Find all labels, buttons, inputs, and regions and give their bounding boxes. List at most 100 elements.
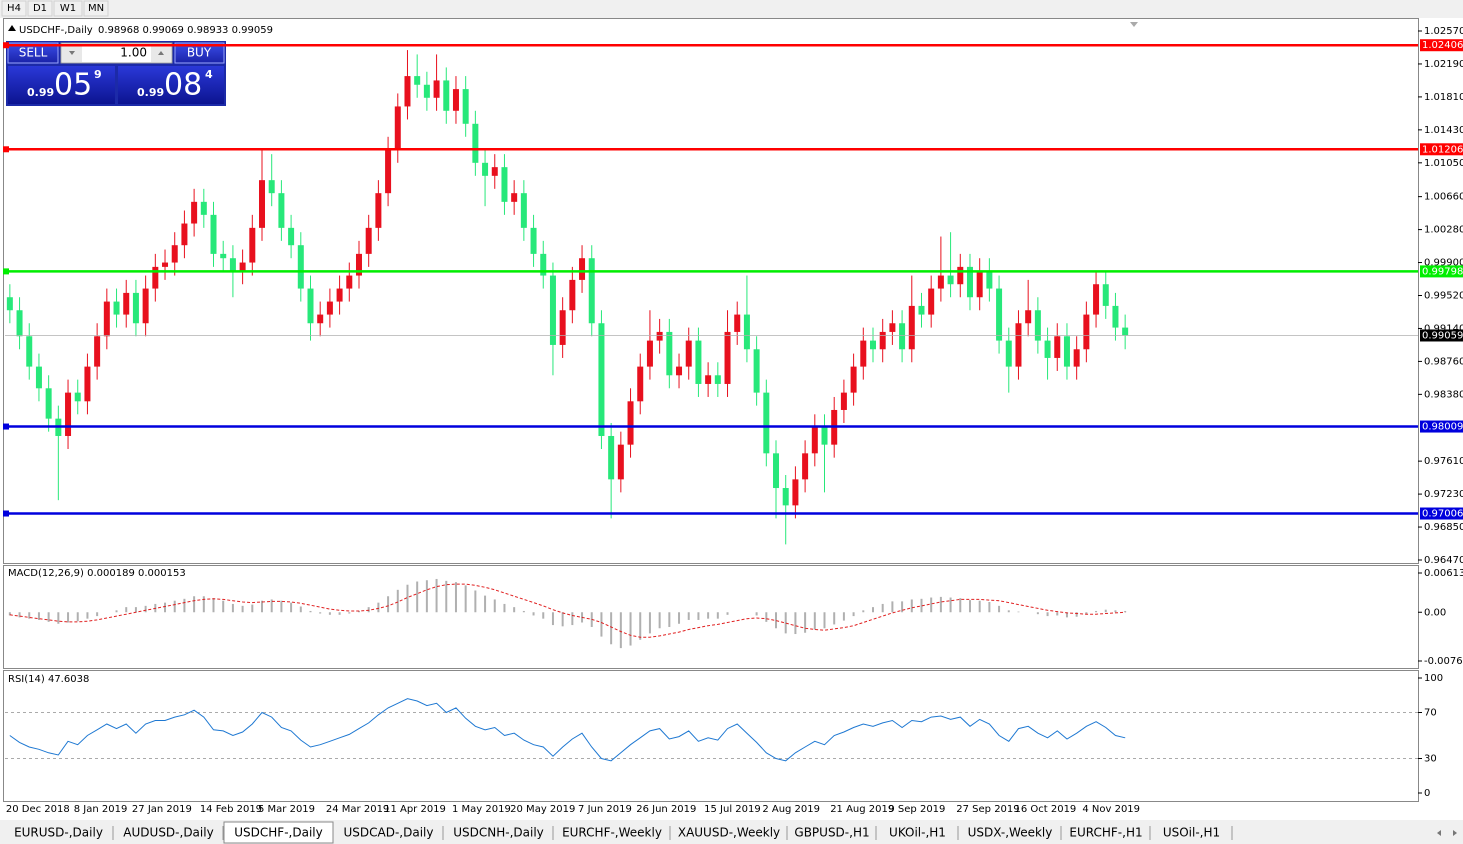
macd-tick-label: 0.00613 <box>1424 568 1463 579</box>
down-arrow <box>69 51 75 55</box>
last-price-label: 0.99059 <box>1422 330 1463 341</box>
x-tick-label: 2 Aug 2019 <box>762 804 820 815</box>
x-tick-label: 20 Dec 2018 <box>6 804 70 815</box>
candle-body <box>452 89 459 111</box>
timeframe-button[interactable] <box>83 0 109 17</box>
level-handle <box>3 146 9 153</box>
tab[interactable] <box>444 824 553 842</box>
candle-body <box>414 76 421 85</box>
candle-body <box>210 214 217 254</box>
candle-body <box>559 310 566 345</box>
candle-body <box>540 253 547 276</box>
sell-price-prefix: 0.99 <box>27 86 54 99</box>
y-tick-label: 0.99140 <box>1424 323 1463 334</box>
timeframe-button[interactable] <box>27 0 53 17</box>
rsi-tick-label: 100 <box>1424 673 1443 684</box>
candle-body <box>869 340 876 350</box>
tab[interactable] <box>334 824 443 842</box>
timeframe-button[interactable] <box>1 0 27 17</box>
tab-label: UKOil-,H1 <box>889 826 946 840</box>
candle-body <box>326 301 333 315</box>
candle-body <box>569 279 576 311</box>
candle-body <box>743 314 750 350</box>
level-handle <box>3 42 9 49</box>
candle-body <box>35 366 42 389</box>
rsi-tick-label: 70 <box>1424 708 1437 719</box>
tab-label: EURCHF-,Weekly <box>562 826 662 840</box>
candle-body <box>1073 349 1080 367</box>
x-tick-label: 7 Jun 2019 <box>578 804 632 815</box>
macd-frame <box>3 565 1419 669</box>
candle-body <box>1083 314 1090 350</box>
tab[interactable] <box>788 824 876 842</box>
tab-label: USDX-,Weekly <box>968 826 1053 840</box>
level-label-bg <box>1420 39 1463 52</box>
buy-label: BUY <box>187 46 212 60</box>
candle-body <box>666 331 673 376</box>
candle-body <box>850 366 857 393</box>
tab-scroll-right[interactable] <box>1453 830 1457 836</box>
candle-body <box>171 245 178 263</box>
candle-body <box>617 444 624 480</box>
candle-body <box>957 266 964 285</box>
tab[interactable] <box>223 821 334 844</box>
buy-button[interactable] <box>174 42 225 64</box>
candle-body <box>26 336 33 367</box>
candle-body <box>792 479 799 506</box>
tab[interactable] <box>114 824 223 842</box>
candle-body <box>317 314 324 324</box>
tab[interactable] <box>1151 824 1232 842</box>
sell-price-box[interactable] <box>8 66 115 104</box>
candle-body <box>113 301 120 315</box>
tab-scroll-left[interactable] <box>1437 830 1441 836</box>
x-tick-label: 20 May 2019 <box>510 804 575 815</box>
x-tick-label: 27 Sep 2019 <box>956 804 1019 815</box>
candle-body <box>714 375 721 384</box>
timeframe-button[interactable] <box>53 0 83 17</box>
candle-body <box>918 305 925 315</box>
candle-body <box>840 392 847 410</box>
candle-body <box>433 80 440 98</box>
candle-body <box>297 245 304 289</box>
candle-body <box>74 392 81 402</box>
candle-body <box>259 180 266 228</box>
tab[interactable] <box>4 824 113 842</box>
candle-body <box>889 323 896 332</box>
candle-body <box>1122 327 1129 336</box>
candle-body <box>937 275 944 289</box>
candle-body <box>763 392 770 454</box>
tab[interactable] <box>671 824 787 842</box>
level-label: 1.02406 <box>1422 40 1463 51</box>
ohlc-readout: 0.98968 0.99069 0.98933 0.99059 <box>98 25 273 36</box>
y-tick-label: 0.98380 <box>1424 389 1463 400</box>
candle-body <box>782 488 789 506</box>
candle-body <box>811 427 818 454</box>
candle-body <box>336 288 343 302</box>
tab[interactable] <box>959 824 1061 842</box>
buy-price-box[interactable] <box>118 66 224 104</box>
candle-body <box>966 266 973 298</box>
sell-price-sup: 9 <box>94 68 102 81</box>
level-label: 0.99798 <box>1422 266 1463 277</box>
candle-body <box>695 340 702 384</box>
tab[interactable] <box>877 824 958 842</box>
candle-body <box>123 292 130 315</box>
candle-body <box>132 292 139 324</box>
candle-body <box>16 310 23 337</box>
up-arrow <box>158 51 164 55</box>
tab[interactable] <box>1062 824 1150 842</box>
candle-body <box>1034 310 1041 341</box>
candle-body <box>1054 336 1061 358</box>
lot-input[interactable] <box>60 42 173 64</box>
level-label-bg <box>1420 265 1463 278</box>
sell-price-big: 05 <box>54 68 92 103</box>
collapse-icon[interactable] <box>8 25 16 31</box>
tab[interactable] <box>554 824 670 842</box>
candle-body <box>268 180 275 194</box>
macd-tick-label: -0.007612 <box>1424 656 1463 667</box>
sell-button[interactable] <box>7 42 59 64</box>
candle-body <box>142 288 149 324</box>
candle-body <box>423 84 430 98</box>
timeframe-label: H4 <box>7 3 21 14</box>
